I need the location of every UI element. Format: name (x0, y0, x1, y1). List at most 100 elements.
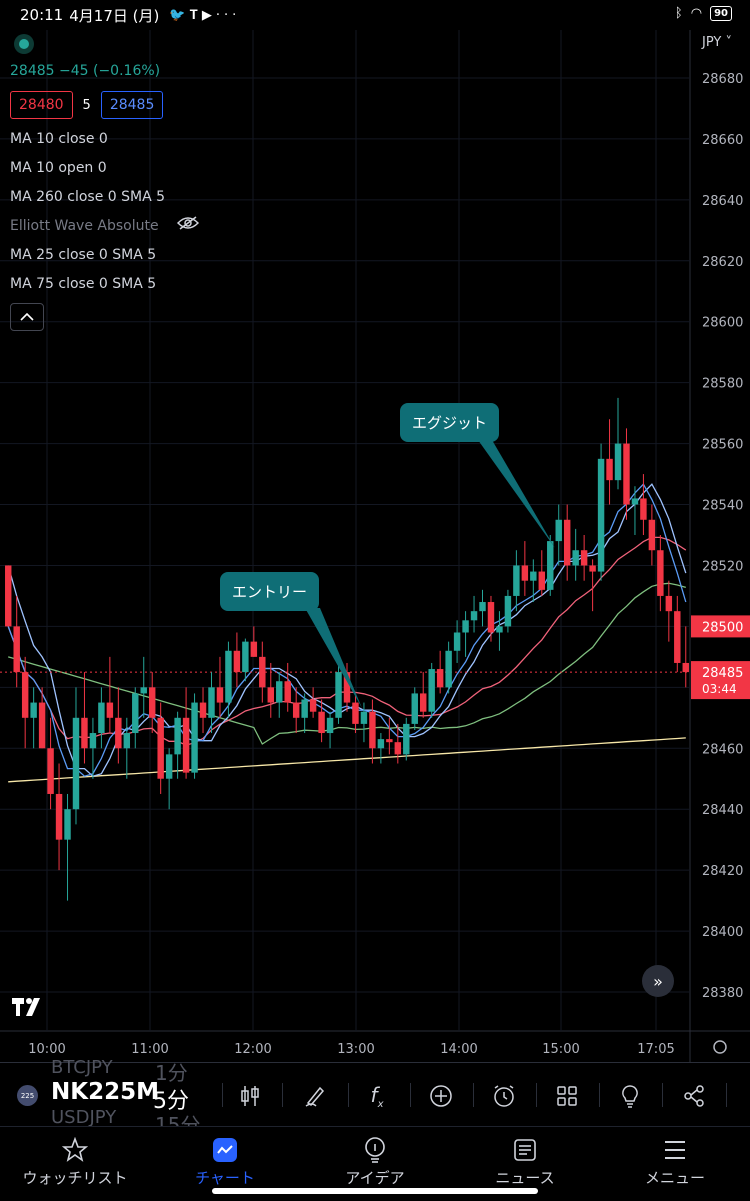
candle-body (182, 717, 190, 773)
interval-selector[interactable]: 5分 (153, 1089, 189, 1114)
indicator-item-hidden[interactable]: Elliott Wave Absolute (10, 212, 200, 241)
candle-body (199, 702, 207, 718)
ideas-bulb-icon[interactable] (615, 1081, 645, 1111)
ma-25-line (8, 582, 686, 745)
price-axis[interactable]: 28680 28660 28640 28620 28600 28580 28560 28540… (691, 72, 750, 1001)
chevron-down-icon: ˅ (721, 35, 732, 50)
candle-body (606, 458, 613, 481)
price-tag-highlight-label: 28500 (702, 620, 743, 635)
price-chart[interactable]: 28680 28660 28640 28620 28600 28580 28560 28540… (0, 30, 750, 1062)
scroll-to-realtime-button[interactable]: » (642, 965, 674, 997)
nav-watchlist[interactable]: ウォッチリスト (0, 1133, 150, 1188)
indicator-item[interactable]: MA 75 close 0 SMA 5 (10, 276, 157, 292)
price-tick-label: 28460 (702, 742, 743, 757)
nav-ideas[interactable]: アイデア (300, 1133, 450, 1188)
settings-gear-icon[interactable] (713, 1040, 727, 1054)
candle-body (81, 717, 88, 749)
wifi-icon: ◠ (690, 6, 703, 21)
layout-icon[interactable] (552, 1081, 582, 1111)
indicator-label: Elliott Wave Absolute (10, 218, 159, 234)
candle-body (132, 693, 139, 734)
price-tick-label: 28560 (702, 438, 743, 453)
price-tag-highlight (691, 615, 750, 638)
candle-body (369, 711, 376, 749)
ask-button[interactable]: 28485 (100, 91, 164, 119)
bid-button[interactable]: 28480 (10, 91, 73, 119)
add-icon[interactable] (426, 1081, 456, 1111)
nav-menu[interactable]: メニュー (600, 1133, 750, 1188)
candle-body (555, 519, 562, 542)
candle-body (657, 550, 664, 596)
bid-ask: 28480 5 28485 (10, 91, 199, 119)
candle-body (157, 717, 164, 779)
candle-body (276, 681, 283, 703)
candle-body (89, 733, 97, 749)
candle-body (208, 687, 215, 718)
price-tick-label: 28400 (702, 925, 743, 940)
entry-callout[interactable]: エントリー (220, 572, 320, 611)
menu-icon (600, 1133, 750, 1167)
indicator-item[interactable]: MA 10 close 0 (10, 131, 108, 147)
candle-body (563, 519, 571, 566)
candle-body (674, 611, 681, 663)
candle-body (530, 571, 537, 581)
candle-body (453, 632, 461, 651)
time-tick-label: 13:00 (337, 1042, 374, 1057)
candle-body (225, 650, 232, 703)
candle-body (682, 662, 689, 673)
candle-body (648, 519, 656, 551)
draw-icon[interactable] (300, 1081, 330, 1111)
nav-label: メニュー (644, 1169, 705, 1187)
candle-body (445, 650, 452, 688)
candle-body (115, 717, 122, 749)
collapse-legend-button[interactable] (10, 303, 44, 331)
candle-body (30, 702, 37, 718)
alert-icon[interactable] (489, 1081, 519, 1111)
candle-body (377, 739, 385, 749)
indicators-icon[interactable]: fx (370, 1082, 384, 1110)
nav-news[interactable]: ニュース (450, 1133, 600, 1188)
candle-body (64, 809, 71, 840)
price-tick-label: 28640 (702, 194, 743, 209)
symbol-selector[interactable]: NK225M (51, 1079, 159, 1105)
time-tick-label: 10:00 (28, 1042, 65, 1057)
battery-indicator: 90 (710, 6, 732, 21)
last-price-change: 28485 −45 (−0.16%) (10, 63, 161, 79)
candle-body (55, 793, 63, 840)
candle-body (420, 693, 427, 712)
tradingview-logo (12, 997, 46, 1022)
time-axis[interactable]: 10:00 11:00 12:00 13:00 14:00 15:00 17:05 (28, 1040, 727, 1057)
time-tick-label: 12:00 (234, 1042, 271, 1057)
symbol-prev: BTCJPY (51, 1057, 113, 1078)
indicator-item[interactable]: MA 260 close 0 SMA 5 (10, 189, 166, 205)
moving-average-lines (0, 483, 690, 783)
market-open-icon (19, 39, 29, 49)
time-tick-label: 11:00 (131, 1042, 168, 1057)
indicator-item[interactable]: MA 25 close 0 SMA 5 (10, 247, 157, 263)
candle-body (470, 611, 478, 621)
candle-body (436, 669, 444, 688)
exit-callout-pointer (478, 440, 555, 548)
eye-off-icon[interactable] (176, 216, 200, 234)
indicator-item[interactable]: MA 10 open 0 (10, 160, 107, 176)
candle-body (521, 565, 529, 581)
candle-body (394, 742, 402, 755)
nav-chart[interactable]: チャート (150, 1133, 300, 1188)
currency-selector[interactable]: JPY ˅ (702, 35, 732, 50)
candle-body (580, 550, 588, 566)
candle-body (72, 717, 80, 810)
status-date: 4月17日 (月) (69, 6, 160, 25)
candlestick-icon[interactable] (235, 1081, 265, 1111)
divider (348, 1083, 349, 1107)
candle-body (216, 687, 224, 703)
candle-body (326, 717, 334, 734)
candle-body (631, 498, 639, 505)
nav-label: アイデア (345, 1169, 405, 1187)
divider (410, 1083, 411, 1107)
entry-callout-pointer (305, 608, 362, 708)
status-bar: 20:11 4月17日 (月) 🐦𝐓▶··· ᛒ ◠ 90 (0, 0, 750, 30)
exit-callout[interactable]: エグジット (400, 403, 500, 442)
share-icon[interactable] (679, 1081, 709, 1111)
price-tick-label: 28680 (702, 72, 743, 87)
time-tick-label: 14:00 (440, 1042, 477, 1057)
